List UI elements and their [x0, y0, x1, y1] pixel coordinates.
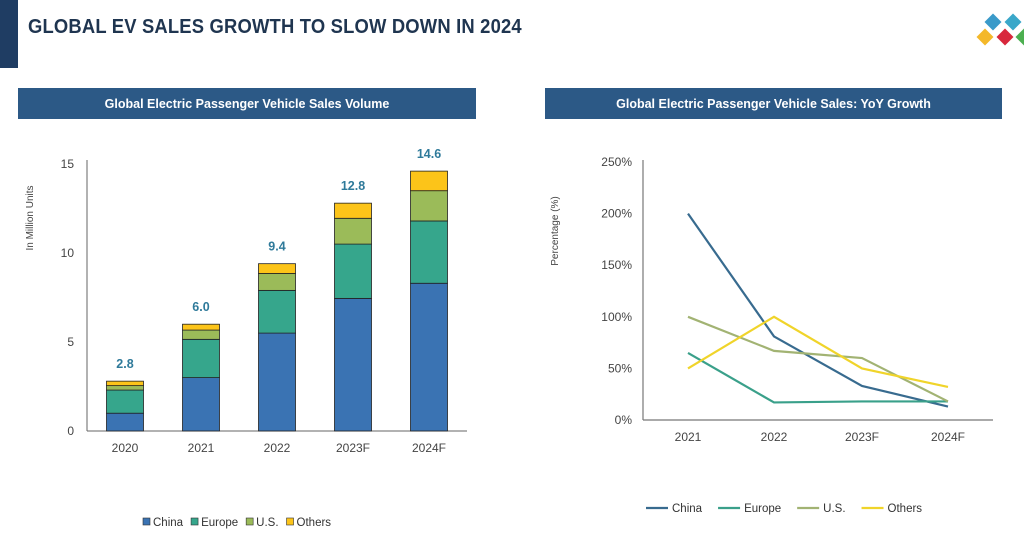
bar-segment-us: [334, 217, 372, 245]
x-tick-label: 2023F: [336, 441, 370, 455]
line-series-europe: [687, 351, 948, 404]
legend-label: Others: [888, 503, 923, 515]
legend-label: U.S.: [823, 503, 845, 515]
y-tick-label: 10: [61, 246, 75, 260]
bar-segment-others: [182, 323, 220, 331]
bar-segment-europe: [182, 338, 220, 378]
title-accent-bar: [0, 0, 18, 68]
legend-label: Others: [297, 517, 332, 529]
page-title: GLOBAL EV SALES GROWTH TO SLOW DOWN IN 2…: [28, 16, 522, 38]
logo-diamond: [1004, 13, 1022, 31]
bar-total-label: 12.8: [341, 179, 365, 193]
bar-segment-europe: [258, 289, 296, 334]
bar-total-label: 14.6: [417, 147, 441, 161]
bar-total-label: 6.0: [192, 300, 209, 314]
legend-label: Europe: [201, 517, 238, 529]
y-axis-title: In Million Units: [25, 185, 36, 250]
x-tick-label: 2020: [112, 441, 139, 455]
y-tick-label: 15: [61, 157, 75, 171]
bar-segment-us: [182, 329, 220, 340]
line-chart: 0% 50% 100% 150% 200% 250% Percentage (%) 2021 2…: [550, 155, 993, 515]
bar-chart: 0 5 10 15 In Million Units 2.8 2020 6.0 2021 9.4 2…: [25, 147, 467, 529]
bar-segment-us: [258, 273, 296, 291]
bar-segment-europe: [410, 220, 448, 284]
legend-label: China: [672, 503, 703, 515]
legend-label: China: [153, 517, 184, 529]
line-chart-title: Global Electric Passenger Vehicle Sales:…: [545, 88, 1002, 119]
bar-segment-china: [410, 282, 448, 432]
x-tick-label: 2024F: [931, 430, 965, 444]
bar-segment-others: [410, 170, 448, 192]
bar-segment-europe: [106, 389, 144, 414]
x-tick-label: 2021: [188, 441, 215, 455]
y-axis-title: Percentage (%): [550, 196, 561, 265]
y-tick-label: 50%: [608, 361, 632, 375]
bar-segment-others: [258, 263, 296, 274]
bar-segment-others: [106, 380, 144, 387]
bar-segment-china: [258, 332, 296, 432]
x-tick-label: 2022: [761, 430, 788, 444]
bar-chart-title: Global Electric Passenger Vehicle Sales …: [18, 88, 476, 119]
x-tick-label: 2021: [675, 430, 702, 444]
legend-swatch: [190, 517, 199, 526]
brand-logo: [976, 13, 1024, 46]
legend-swatch: [286, 517, 294, 526]
legend-swatch: [142, 517, 151, 526]
y-tick-label: 250%: [601, 155, 632, 169]
y-tick-label: 0%: [615, 413, 633, 427]
line-series-china: [687, 212, 949, 408]
logo-diamond: [984, 13, 1002, 31]
logo-diamond: [996, 28, 1014, 46]
y-tick-label: 200%: [601, 207, 632, 221]
bar-segment-china: [334, 297, 372, 432]
bar-segment-china: [182, 377, 220, 432]
y-tick-label: 150%: [601, 258, 632, 272]
y-tick-label: 5: [67, 335, 74, 349]
legend-swatch: [245, 517, 254, 526]
bar-segment-us: [106, 385, 144, 391]
logo-diamond: [1015, 28, 1024, 46]
x-tick-label: 2023F: [845, 430, 879, 444]
bar-total-label: 2.8: [116, 357, 133, 371]
y-tick-label: 100%: [601, 310, 632, 324]
logo-diamonds: [976, 13, 1024, 46]
logo-diamond: [976, 28, 994, 46]
y-tick-label: 0: [67, 424, 74, 438]
bar-segment-china: [106, 412, 144, 432]
bar-segment-europe: [334, 243, 372, 299]
legend-label: U.S.: [256, 517, 278, 529]
x-tick-label: 2024F: [412, 441, 446, 455]
bar-segment-us: [410, 190, 448, 222]
bar-segment-others: [334, 202, 372, 219]
line-series-others: [687, 315, 949, 389]
x-tick-label: 2022: [264, 441, 291, 455]
line-series-us: [687, 315, 949, 403]
bar-total-label: 9.4: [268, 240, 285, 254]
legend-label: Europe: [744, 503, 781, 515]
